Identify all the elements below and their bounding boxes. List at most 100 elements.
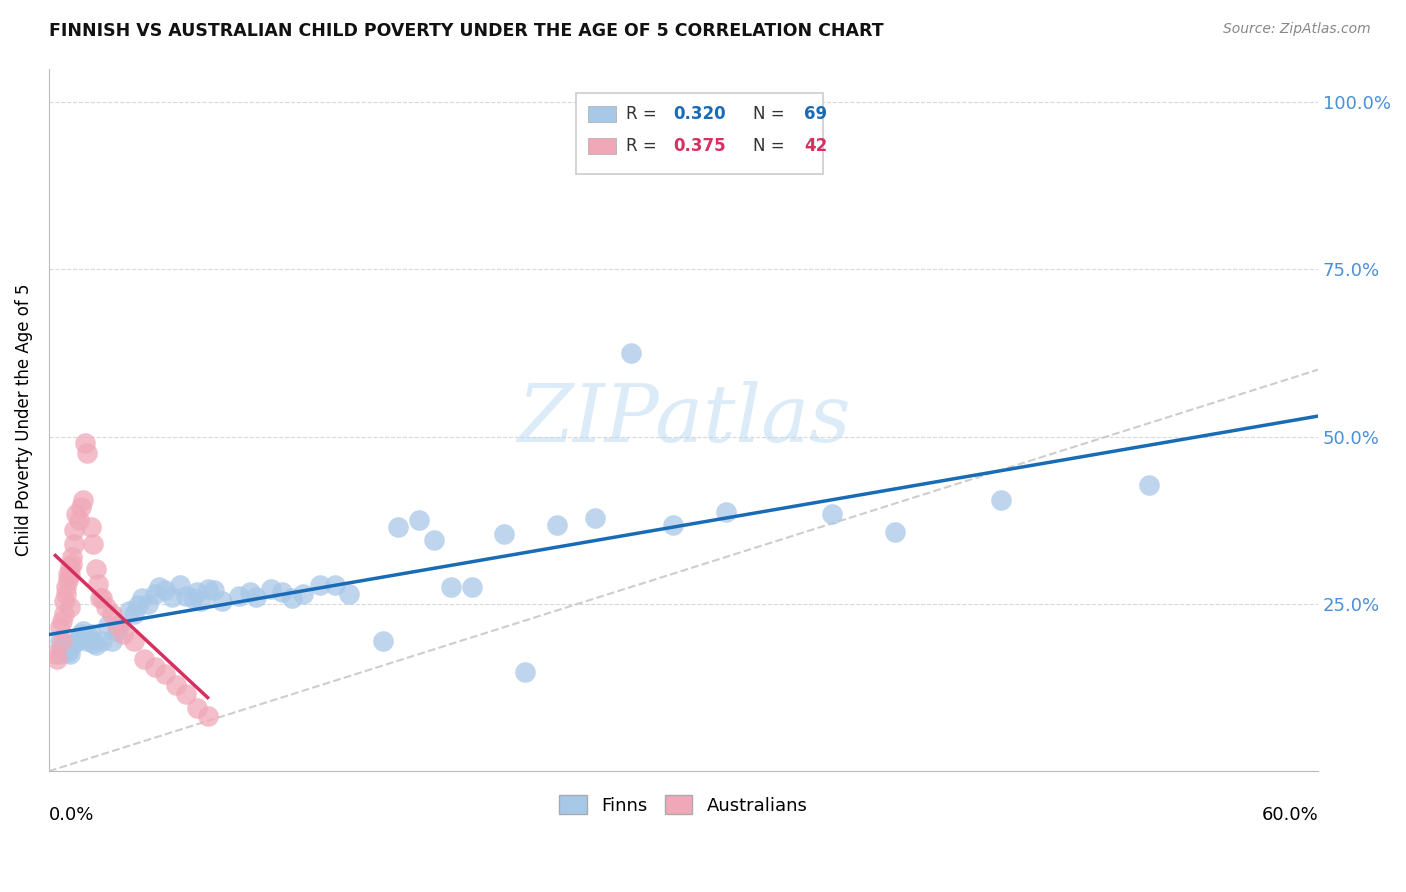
Text: Source: ZipAtlas.com: Source: ZipAtlas.com: [1223, 22, 1371, 37]
Point: [51, 633, 73, 648]
Point: [48, 620, 70, 634]
Point: [461, 580, 484, 594]
Text: 0.0%: 0.0%: [49, 806, 94, 824]
Point: [492, 526, 515, 541]
Point: [101, 607, 124, 621]
FancyBboxPatch shape: [575, 93, 823, 174]
Point: [46, 651, 69, 665]
Point: [52, 643, 75, 657]
Point: [337, 587, 360, 601]
Point: [63, 523, 86, 537]
Point: [59, 566, 82, 581]
Point: [59, 600, 82, 615]
Point: [73, 630, 96, 644]
Point: [52, 607, 75, 621]
Point: [202, 583, 225, 598]
Y-axis label: Child Poverty Under the Age of 5: Child Poverty Under the Age of 5: [15, 284, 32, 556]
Point: [69, 627, 91, 641]
Point: [65, 507, 87, 521]
Bar: [588, 106, 616, 122]
Point: [72, 493, 94, 508]
Point: [48, 647, 70, 661]
Point: [239, 584, 262, 599]
Point: [373, 633, 395, 648]
Point: [82, 635, 104, 649]
Point: [80, 520, 103, 534]
Text: 0.320: 0.320: [673, 105, 725, 123]
Point: [440, 580, 463, 594]
Point: [48, 633, 70, 648]
Point: [44, 647, 66, 661]
Point: [80, 627, 103, 641]
Point: [620, 346, 643, 360]
Point: [1137, 477, 1160, 491]
Text: R =: R =: [627, 136, 662, 155]
Point: [583, 511, 606, 525]
Point: [89, 591, 111, 606]
Point: [56, 645, 79, 659]
Point: [186, 584, 208, 599]
Point: [51, 640, 73, 655]
Point: [884, 524, 907, 539]
Point: [138, 597, 160, 611]
Text: 42: 42: [804, 136, 827, 155]
Point: [148, 580, 170, 594]
Point: [73, 436, 96, 450]
Point: [77, 630, 100, 644]
Point: [67, 513, 90, 527]
Text: 0.375: 0.375: [673, 136, 725, 155]
Point: [65, 633, 87, 648]
Point: [143, 587, 166, 601]
Point: [197, 709, 219, 723]
Point: [387, 520, 409, 534]
Point: [197, 582, 219, 596]
Point: [169, 578, 191, 592]
Point: [155, 583, 177, 598]
Point: [94, 600, 117, 615]
Point: [546, 517, 568, 532]
Point: [308, 578, 330, 592]
Point: [408, 513, 430, 527]
Point: [67, 632, 90, 646]
Point: [176, 589, 198, 603]
Point: [270, 584, 292, 599]
Point: [107, 620, 129, 634]
Point: [111, 627, 134, 641]
Point: [55, 642, 77, 657]
Point: [59, 560, 82, 574]
Point: [86, 576, 108, 591]
Point: [291, 587, 314, 601]
Point: [84, 562, 107, 576]
Point: [63, 536, 86, 550]
Point: [60, 549, 83, 564]
Point: [82, 536, 104, 550]
Text: 69: 69: [804, 105, 827, 123]
Point: [52, 593, 75, 607]
Point: [323, 578, 346, 592]
Point: [51, 614, 73, 628]
Text: FINNISH VS AUSTRALIAN CHILD POVERTY UNDER THE AGE OF 5 CORRELATION CHART: FINNISH VS AUSTRALIAN CHILD POVERTY UNDE…: [49, 22, 884, 40]
Point: [820, 507, 842, 521]
Point: [56, 566, 79, 581]
Point: [97, 618, 120, 632]
Point: [90, 591, 112, 606]
Point: [63, 635, 86, 649]
Point: [165, 678, 187, 692]
Point: [160, 590, 183, 604]
Text: R =: R =: [627, 105, 662, 123]
Point: [190, 593, 212, 607]
Point: [60, 557, 83, 571]
Point: [76, 446, 98, 460]
Point: [181, 591, 204, 606]
Point: [105, 624, 128, 638]
Point: [143, 660, 166, 674]
Point: [56, 574, 79, 588]
Point: [990, 493, 1012, 508]
Point: [176, 687, 198, 701]
Bar: [588, 138, 616, 153]
Point: [131, 591, 153, 606]
Point: [127, 598, 149, 612]
Point: [59, 637, 82, 651]
Point: [155, 667, 177, 681]
Point: [118, 603, 141, 617]
